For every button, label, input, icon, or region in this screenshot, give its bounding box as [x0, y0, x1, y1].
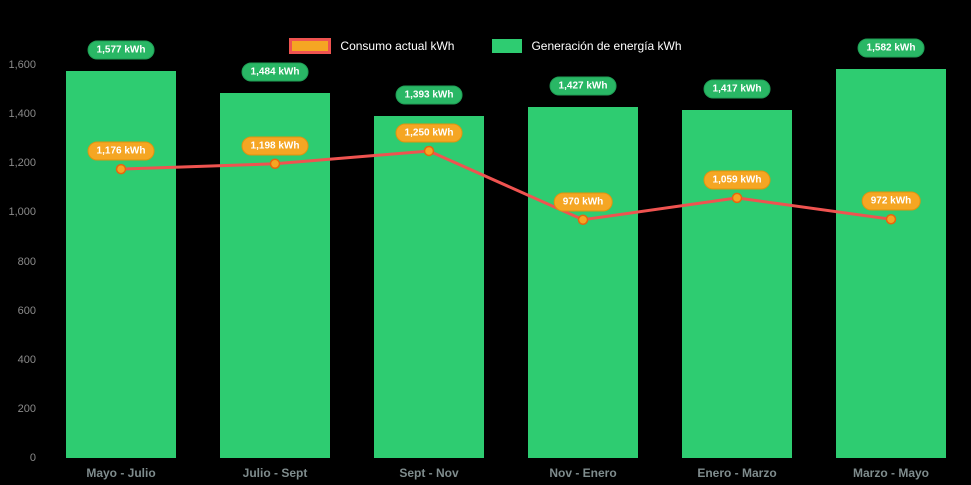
x-axis-label: Enero - Marzo [697, 466, 777, 480]
consumption-value-badge: 1,250 kWh [395, 123, 463, 143]
generation-value-badge: 1,393 kWh [395, 85, 463, 105]
generation-bar [528, 107, 638, 458]
consumption-point [885, 214, 897, 225]
y-tick-label: 600 [17, 304, 36, 317]
generation-value-badge: 1,582 kWh [857, 38, 925, 58]
generacion-legend-label: Generación de energía kWh [531, 39, 682, 53]
generation-bar [66, 70, 176, 458]
consumption-value-badge: 1,198 kWh [241, 136, 309, 156]
consumption-point [423, 145, 435, 157]
generation-value-badge: 1,577 kWh [87, 40, 155, 60]
x-axis-label: Sept - Nov [399, 466, 459, 480]
legend-item-consumo[interactable]: Consumo actual kWh [289, 38, 454, 54]
chart-legend: Consumo actual kWh Generación de energía… [0, 38, 971, 54]
consumption-value-badge: 1,176 kWh [87, 141, 155, 161]
y-tick-label: 1,400 [8, 108, 36, 121]
y-tick-label: 200 [17, 402, 36, 415]
consumption-point [577, 214, 589, 225]
consumption-point [731, 192, 743, 204]
consumption-line [120, 149, 892, 222]
generation-bar [836, 69, 946, 458]
generation-value-badge: 1,427 kWh [549, 76, 617, 96]
x-axis-label: Julio - Sept [242, 466, 308, 480]
consumo-legend-swatch [289, 38, 332, 54]
legend-item-generacion[interactable]: Generación de energía kWh [492, 39, 682, 53]
consumption-point [269, 158, 281, 169]
y-tick-label: 400 [17, 353, 36, 366]
y-tick-label: 1,600 [8, 59, 36, 71]
consumption-value-badge: 970 kWh [553, 192, 613, 212]
y-tick-label: 800 [17, 255, 36, 268]
generation-bar [374, 115, 484, 458]
consumption-value-badge: 1,059 kWh [703, 170, 771, 190]
consumption-point [115, 163, 127, 175]
y-tick-label: 1,200 [8, 157, 36, 170]
x-axis-label: Marzo - Mayo [852, 466, 930, 480]
generacion-legend-swatch [492, 39, 523, 53]
generation-bar [682, 109, 792, 458]
consumo-legend-label: Consumo actual kWh [340, 39, 455, 53]
consumption-value-badge: 972 kWh [861, 191, 921, 211]
y-tick-label: 0 [29, 452, 36, 464]
x-axis-label: Nov - Enero [549, 466, 617, 480]
x-axis-label: Mayo - Julio [86, 466, 156, 480]
generation-value-badge: 1,484 kWh [241, 62, 309, 82]
y-tick-label: 1,000 [8, 206, 36, 219]
generation-value-badge: 1,417 kWh [703, 79, 771, 99]
